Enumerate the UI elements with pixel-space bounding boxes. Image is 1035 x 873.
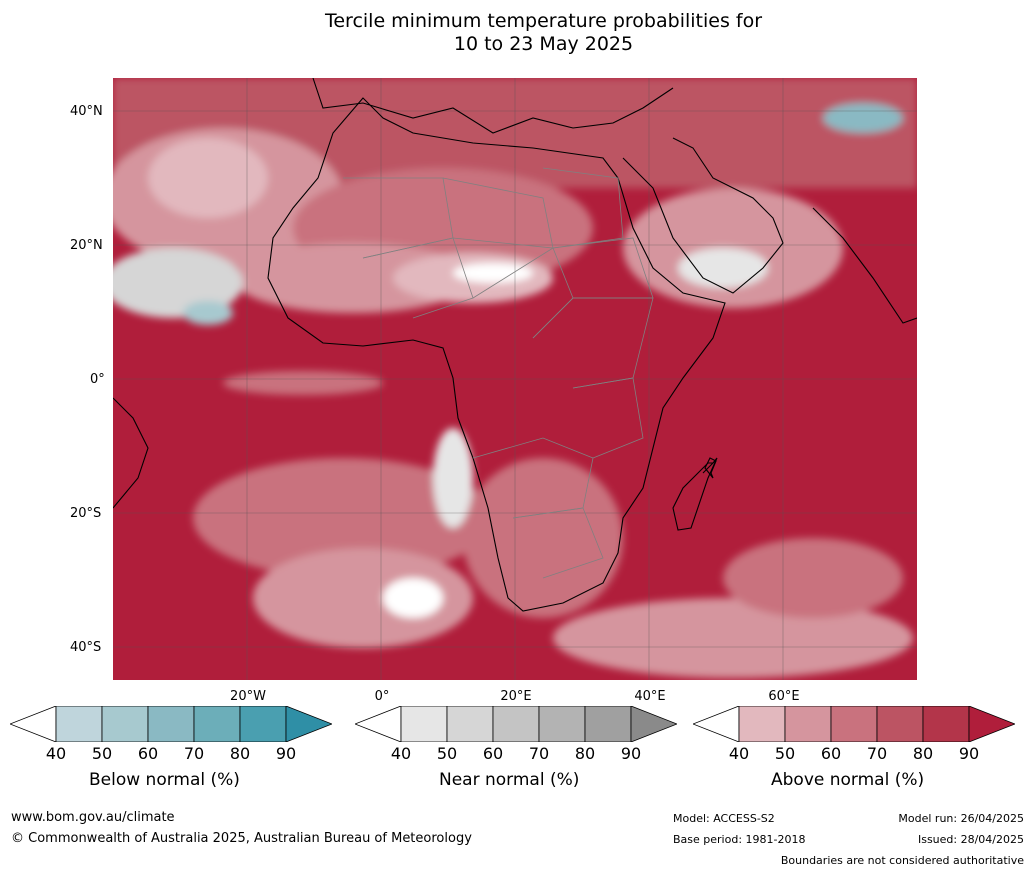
legend-above-lower-arrow	[691, 705, 740, 743]
patch-southatlantic-70	[193, 458, 493, 578]
legend-below-colorbar	[8, 705, 334, 743]
madagascar-island	[672, 457, 718, 531]
legend-tick: 50	[774, 744, 796, 763]
legend-tick: 70	[183, 744, 205, 763]
legend-near-50-60	[446, 705, 494, 743]
legend-tick: 90	[958, 744, 980, 763]
india-coastline	[812, 207, 917, 324]
legend-above-80-90	[922, 705, 970, 743]
legend-tick: 60	[137, 744, 159, 763]
legend-above-40-50	[738, 705, 786, 743]
coastlines	[113, 78, 917, 612]
footer-model: Model: ACCESS-S2	[673, 812, 775, 825]
legend-below-caption: Below normal (%)	[89, 770, 240, 790]
patch-westatlantic-near	[113, 248, 243, 318]
patch-sahara-50	[233, 243, 473, 313]
lat-label-equator: 0°	[90, 372, 105, 387]
footer-disclaimer: Boundaries are not considered authoritat…	[780, 854, 1024, 867]
footer-issued: Issued: 28/04/2025	[917, 833, 1024, 846]
legend-tick: 70	[866, 744, 888, 763]
lat-label-20n: 20°N	[70, 238, 103, 253]
probability-map	[113, 78, 917, 680]
graticule	[113, 78, 917, 680]
patch-arabia-near	[678, 248, 768, 288]
europe-coastline	[312, 78, 674, 134]
legend-above-colorbar	[691, 705, 1017, 743]
patch-southern-africa-70	[463, 458, 623, 618]
patch-southatlantic-white	[383, 578, 443, 618]
lat-label-40n: 40°N	[70, 104, 103, 119]
patch-iran-below	[823, 103, 903, 133]
legend-tick: 80	[912, 744, 934, 763]
patch-westatlantic-below	[183, 301, 233, 325]
legend-below-70-80	[193, 705, 241, 743]
footer-model-run: Model run: 26/04/2025	[898, 812, 1024, 825]
south-america-coastline	[113, 397, 149, 509]
legend-above-upper-arrow	[968, 705, 1017, 743]
legend-near-normal: 40 50 60 70 80 90 Near normal (%)	[353, 705, 679, 790]
patch-indian-70	[723, 538, 903, 618]
legend-below-upper-arrow	[285, 705, 334, 743]
legend-tick: 40	[390, 744, 412, 763]
legend-tick: 90	[620, 744, 642, 763]
lon-label-20e: 20°E	[500, 689, 532, 704]
patch-southern-ocean-60	[553, 598, 913, 678]
legend-tick: 40	[45, 744, 67, 763]
patch-equatorial-70	[223, 371, 383, 395]
legend-above-50-60	[784, 705, 832, 743]
legend-below-60-70	[147, 705, 195, 743]
country-borders	[343, 167, 654, 579]
legend-tick: 70	[528, 744, 550, 763]
legend-near-40-50	[400, 705, 448, 743]
legend-below-50-60	[101, 705, 149, 743]
lat-label-40s: 40°S	[70, 640, 102, 655]
legend-near-60-70	[492, 705, 540, 743]
legend-tick: 40	[728, 744, 750, 763]
legend-above-caption: Above normal (%)	[771, 770, 925, 790]
legend-near-80-90	[584, 705, 632, 743]
legend-tick: 60	[482, 744, 504, 763]
africa-coastline	[267, 97, 726, 612]
madagascar-coastline	[702, 457, 717, 479]
legend-near-colorbar	[353, 705, 679, 743]
arabia-coastline	[622, 137, 784, 294]
legend-tick: 50	[91, 744, 113, 763]
patch-southatlantic-50	[253, 548, 473, 648]
lon-label-40e: 40°E	[634, 689, 666, 704]
legend-near-70-80	[538, 705, 586, 743]
legend-below-lower-arrow	[8, 705, 57, 743]
legend-tick: 80	[229, 744, 251, 763]
lat-label-20s: 20°S	[70, 506, 102, 521]
lon-label-20w: 20°W	[230, 689, 266, 704]
footer-base-period: Base period: 1981-2018	[673, 833, 806, 846]
footer-copyright: © Commonwealth of Australia 2025, Austra…	[11, 831, 472, 846]
patch-sahel-white	[453, 263, 533, 283]
legend-near-upper-arrow	[630, 705, 679, 743]
title-line-1: Tercile minimum temperature probabilitie…	[324, 10, 763, 32]
legend-tick: 90	[275, 744, 297, 763]
lon-label-0: 0°	[374, 689, 390, 704]
legend-above-normal: 40 50 60 70 80 90 Above normal (%)	[691, 705, 1017, 790]
patch-angola-near	[433, 428, 473, 528]
legend-below-80-90	[239, 705, 287, 743]
legend-near-lower-arrow	[353, 705, 402, 743]
legend-tick: 50	[436, 744, 458, 763]
patch-atlantic-50	[148, 138, 268, 218]
legend-above-70-80	[876, 705, 924, 743]
legend-above-60-70	[830, 705, 878, 743]
footer-url[interactable]: www.bom.gov.au/climate	[11, 810, 175, 825]
legend-below-normal: 40 50 60 70 80 90 Below normal (%)	[8, 705, 334, 790]
map-title: Tercile minimum temperature probabilitie…	[0, 10, 1035, 56]
legend-near-caption: Near normal (%)	[439, 770, 580, 790]
legend-tick: 60	[820, 744, 842, 763]
legend-below-40-50	[55, 705, 103, 743]
patch-arabia-60	[623, 188, 843, 308]
legend-tick: 80	[574, 744, 596, 763]
title-line-2: 10 to 23 May 2025	[453, 33, 634, 55]
lon-label-60e: 60°E	[768, 689, 800, 704]
